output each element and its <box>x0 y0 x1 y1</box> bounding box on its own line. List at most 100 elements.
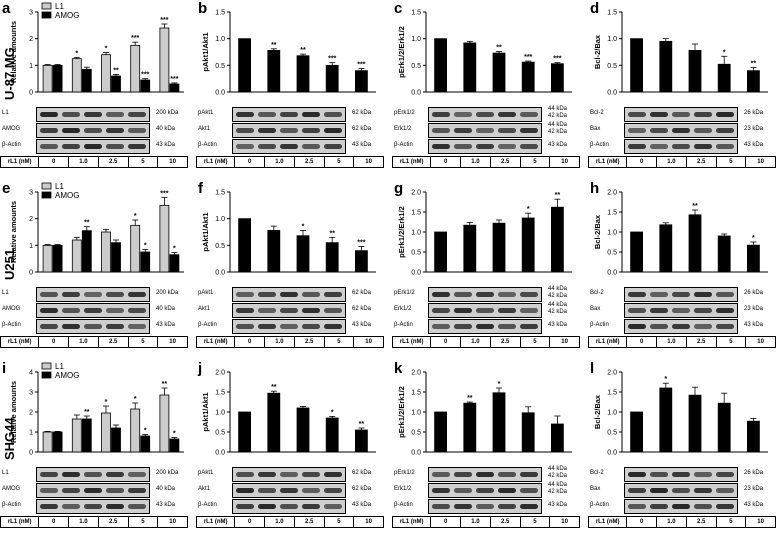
blot-kda-label: 23 kDa <box>744 306 764 312</box>
blot-kda-label: 62 kDa <box>352 470 372 476</box>
blot-row: Erk1/2 44 kDa 42 kDa <box>392 482 586 498</box>
blot-band <box>84 144 102 149</box>
bar <box>42 431 53 453</box>
bar <box>169 83 180 93</box>
bar <box>325 417 339 453</box>
y-tick-label: 2 <box>29 410 33 417</box>
bar <box>52 64 63 93</box>
blot-image <box>624 287 738 302</box>
blot-band <box>476 504 494 509</box>
bar <box>130 408 141 453</box>
y-tick-label: 2.0 <box>607 370 617 377</box>
blot-protein-label: pErk1/2 <box>394 110 415 116</box>
dose-value: 5 <box>127 157 158 167</box>
blot-band <box>128 128 146 133</box>
blot-row: Akt1 62 kDa <box>196 482 390 498</box>
blot-band <box>650 144 668 149</box>
bar <box>630 231 643 273</box>
blot-band <box>324 324 342 329</box>
blot-band <box>106 144 124 149</box>
blot-row: AMOG 40 kDa <box>0 122 194 138</box>
panel-h: h 0.0 0.5 1.0 1.5 2.0 Bcl-2/Bax ** * Bcl-2 26 kDa B… <box>588 180 778 358</box>
y-tick-label: 1.5 <box>411 210 421 217</box>
blot-band <box>476 324 494 329</box>
y-tick-label: 1 <box>29 243 33 250</box>
blot-band <box>324 112 342 117</box>
legend-label: AMOG <box>55 11 79 20</box>
dose-value: 0 <box>234 157 264 167</box>
dose-value: 1.0 <box>460 157 490 167</box>
blot-band <box>302 292 320 297</box>
y-tick-label: 1 <box>29 430 33 437</box>
significance-mark: *** <box>141 72 149 79</box>
blot-band <box>520 472 538 477</box>
blot-band <box>302 308 320 313</box>
significance-mark: ** <box>692 203 698 210</box>
blot-protein-label: β-Actin <box>2 322 21 328</box>
dose-row: rL1 (nM) 0 1.0 2.5 5 10 <box>588 336 776 348</box>
dose-value: 10 <box>745 517 775 527</box>
blot-band <box>432 292 450 297</box>
bar <box>296 407 310 453</box>
bar <box>159 204 170 273</box>
blot-kda-label: 200 kDa <box>156 290 179 296</box>
dose-label: rL1 (nM) <box>203 339 228 345</box>
blot-row: pAkt1 62 kDa <box>196 466 390 482</box>
y-tick-label: 2 <box>29 216 33 223</box>
y-tick-label: 0.0 <box>411 450 421 457</box>
y-tick-label: 2.0 <box>607 190 617 197</box>
blot-row: Bax 23 kDa <box>588 122 778 138</box>
blot-protein-label: L1 <box>2 110 9 116</box>
blot-protein-label: Erk1/2 <box>394 306 412 312</box>
dose-value: 2.5 <box>97 337 128 347</box>
blot-band <box>476 488 494 493</box>
blot-image <box>624 303 738 318</box>
blot-protein-label: β-Actin <box>2 502 21 508</box>
blot-kda-label: 43 kDa <box>744 322 764 328</box>
blot-band <box>236 504 254 509</box>
blot-band <box>650 128 668 133</box>
blot-band <box>498 504 516 509</box>
bar <box>140 435 151 453</box>
panel-letter: g <box>394 180 404 197</box>
blot-image <box>36 319 150 334</box>
y-tick-label: 0.0 <box>607 450 617 457</box>
bar <box>267 50 281 93</box>
panel-letter: i <box>2 360 7 377</box>
blot-band <box>454 472 472 477</box>
blot-protein-label: Akt1 <box>198 126 211 132</box>
blot-band <box>236 488 254 493</box>
blot-kda-label: 62 kDa <box>352 306 372 312</box>
bar <box>463 224 477 273</box>
blot-kda-label: 42 kDa <box>548 309 568 315</box>
bar <box>354 70 368 93</box>
significance-mark: * <box>664 376 667 383</box>
blot-band <box>716 488 734 493</box>
dose-value: 1.0 <box>656 337 686 347</box>
blot-image <box>428 123 542 138</box>
bar <box>746 70 760 93</box>
blot-band <box>302 488 320 493</box>
y-axis-label: pAkt1/Akt1 <box>201 32 210 71</box>
dose-value: 0 <box>626 517 656 527</box>
blot-band <box>280 128 298 133</box>
bar <box>492 52 506 93</box>
blot-band <box>258 128 276 133</box>
panel-e: e 0 1 2 3 Relative amounts * *** ** * * L1 AMOG L1 200… <box>0 180 194 358</box>
dose-value: 1.0 <box>460 517 490 527</box>
blot-band <box>106 112 124 117</box>
blot-kda-label: 43 kDa <box>156 142 176 148</box>
blot-band <box>650 488 668 493</box>
blot-kda-label: 40 kDa <box>156 486 176 492</box>
dose-value: 10 <box>549 517 579 527</box>
bar <box>746 420 760 453</box>
blot-band <box>106 308 124 313</box>
blot-image <box>428 107 542 122</box>
dose-value: 2.5 <box>685 517 716 527</box>
bar <box>267 230 281 273</box>
blot-image <box>624 139 738 154</box>
blot-band <box>280 504 298 509</box>
blot-image <box>232 467 346 482</box>
